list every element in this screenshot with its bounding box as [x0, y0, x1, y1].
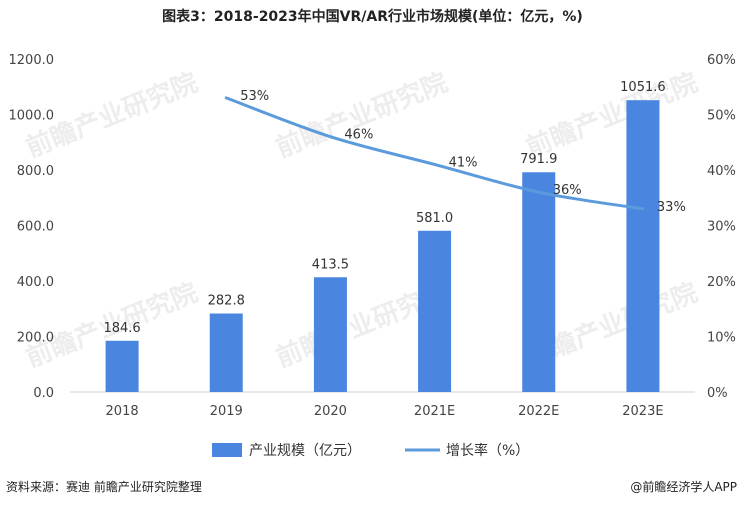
bar: [418, 230, 452, 392]
bar: [626, 100, 660, 392]
line-data-label: 33%: [657, 200, 686, 215]
bar-data-label: 581.0: [416, 211, 453, 226]
line-data-label: 41%: [449, 155, 478, 170]
line-data-label: 36%: [553, 183, 582, 198]
y-left-tick-label: 800.0: [17, 164, 54, 179]
bar-data-label: 413.5: [312, 257, 349, 272]
x-tick-label: 2023E: [622, 404, 663, 419]
bar: [522, 172, 556, 392]
y-left-tick-label: 400.0: [17, 275, 54, 290]
bar: [209, 313, 243, 392]
bar: [313, 277, 347, 392]
x-tick-label: 2020: [314, 404, 347, 419]
bar-data-label: 1051.6: [620, 80, 666, 95]
bar-data-label: 791.9: [520, 152, 557, 167]
brand-note: @前瞻经济学人APP: [630, 480, 737, 494]
legend-bar-swatch: [212, 443, 242, 457]
y-right-tick-label: 30%: [707, 220, 736, 235]
line-data-label: 46%: [344, 128, 373, 143]
y-left-tick-label: 1000.0: [9, 109, 55, 124]
y-right-tick-label: 60%: [707, 53, 736, 68]
y-left-tick-label: 200.0: [17, 331, 54, 346]
legend-line-label: 增长率（%）: [446, 442, 529, 459]
y-left-tick-label: 0.0: [33, 386, 54, 401]
x-tick-label: 2022E: [518, 404, 559, 419]
bar-data-label: 282.8: [208, 294, 245, 309]
line-data-label: 53%: [240, 89, 269, 104]
bar: [105, 340, 139, 392]
chart-title: 图表3：2018-2023年中国VR/AR行业市场规模(单位：亿元，%): [162, 9, 583, 25]
y-left-tick-label: 1200.0: [9, 53, 55, 68]
y-right-tick-label: 10%: [707, 331, 736, 346]
x-tick-label: 2021E: [414, 404, 455, 419]
growth-line: [224, 96, 645, 211]
y-right-tick-label: 50%: [707, 109, 736, 124]
y-right-tick-label: 0%: [707, 386, 728, 401]
legend-bar-label: 产业规模（亿元）: [249, 443, 361, 459]
y-left-tick-label: 600.0: [17, 220, 54, 235]
bar-data-label: 184.6: [103, 321, 140, 336]
y-right-tick-label: 40%: [707, 164, 736, 179]
x-tick-label: 2018: [106, 404, 139, 419]
source-note: 资料来源：赛迪 前瞻产业研究院整理: [6, 480, 202, 494]
x-tick-label: 2019: [210, 404, 243, 419]
y-right-tick-label: 20%: [707, 275, 736, 290]
